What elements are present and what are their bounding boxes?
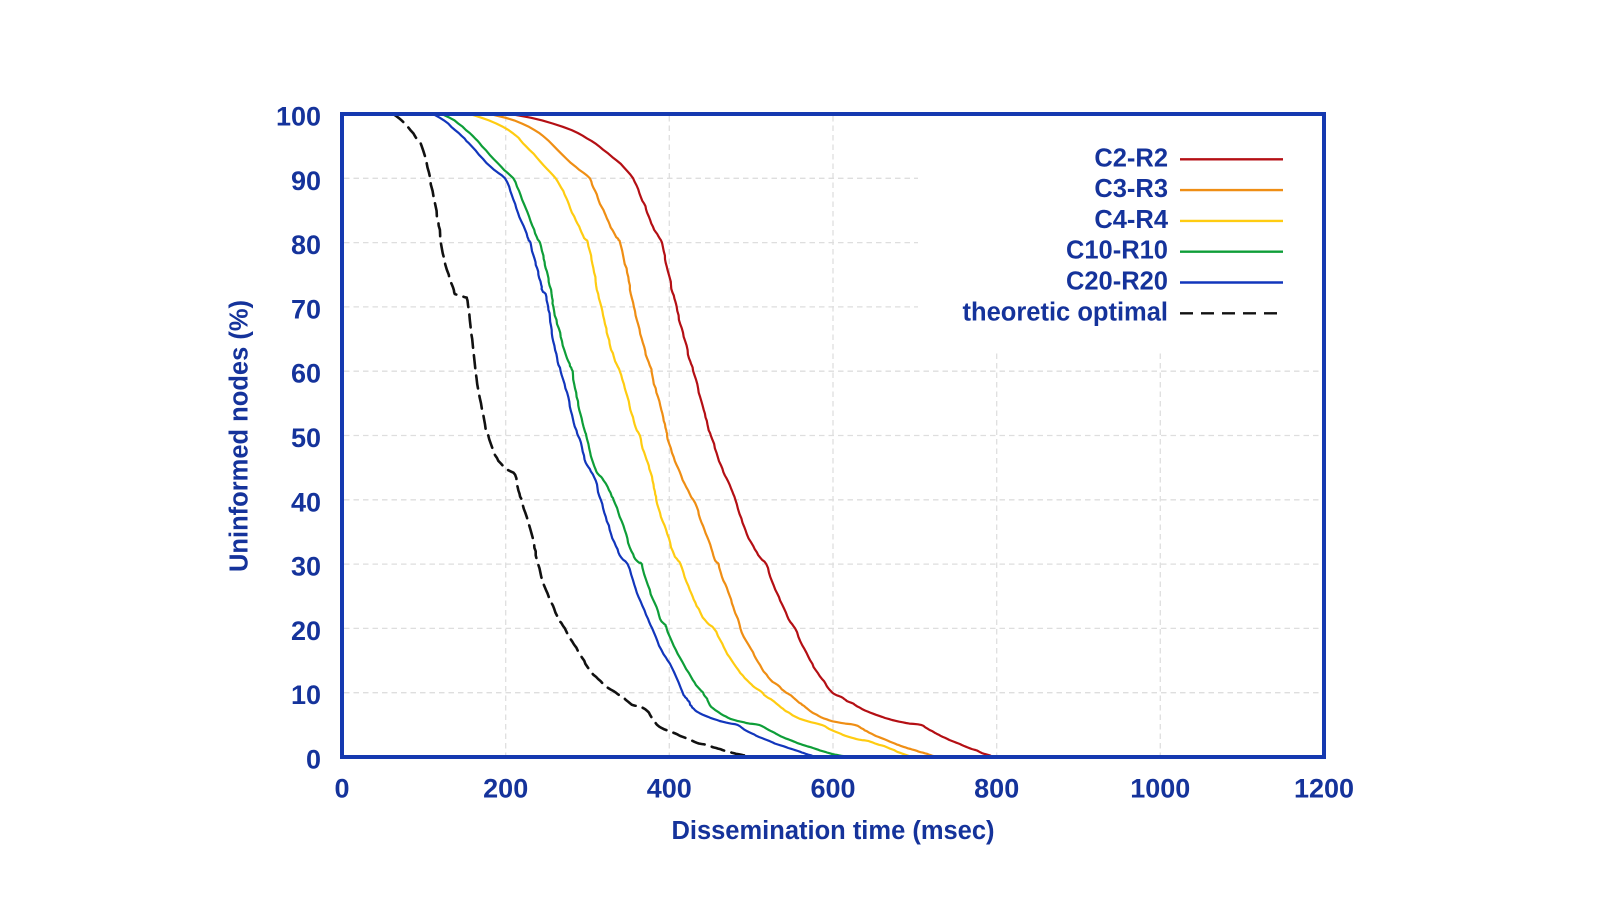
svg-text:C10-R10: C10-R10 [1066,237,1168,265]
svg-text:Uninformed nodes (%): Uninformed nodes (%) [226,300,254,572]
svg-text:70: 70 [291,294,321,324]
svg-text:200: 200 [483,774,528,804]
svg-text:1000: 1000 [1130,774,1190,804]
svg-text:100: 100 [276,102,321,132]
svg-text:C4-R4: C4-R4 [1094,206,1169,234]
svg-text:90: 90 [291,166,321,196]
svg-text:C3-R3: C3-R3 [1094,175,1168,203]
svg-text:0: 0 [306,745,321,775]
svg-text:Dissemination time (msec): Dissemination time (msec) [671,817,994,845]
svg-text:600: 600 [810,774,855,804]
svg-text:40: 40 [291,487,321,517]
svg-text:800: 800 [974,774,1019,804]
svg-text:30: 30 [291,552,321,582]
svg-text:50: 50 [291,423,321,453]
svg-text:20: 20 [291,616,321,646]
svg-text:theoretic optimal: theoretic optimal [963,298,1168,326]
svg-text:60: 60 [291,359,321,389]
svg-text:1200: 1200 [1294,774,1354,804]
svg-text:400: 400 [647,774,692,804]
svg-text:C20-R20: C20-R20 [1066,268,1168,296]
svg-text:80: 80 [291,230,321,260]
svg-text:C2-R2: C2-R2 [1094,144,1168,172]
svg-text:10: 10 [291,680,321,710]
svg-text:0: 0 [334,774,349,804]
